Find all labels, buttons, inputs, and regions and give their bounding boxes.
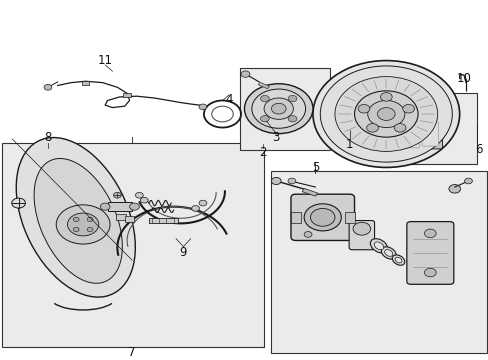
FancyBboxPatch shape: [406, 222, 453, 284]
Bar: [124, 216, 134, 222]
Bar: [107, 202, 132, 211]
Text: 2: 2: [259, 146, 266, 159]
Circle shape: [448, 185, 460, 193]
Bar: [81, 81, 89, 85]
Circle shape: [260, 95, 269, 102]
Circle shape: [73, 217, 79, 221]
Bar: [290, 212, 300, 223]
Ellipse shape: [373, 242, 383, 250]
Bar: [123, 93, 131, 97]
Circle shape: [251, 89, 305, 128]
Bar: [258, 82, 269, 89]
Circle shape: [241, 71, 249, 77]
Circle shape: [67, 213, 99, 236]
Text: 10: 10: [456, 72, 471, 85]
Ellipse shape: [384, 249, 392, 256]
Bar: [344, 212, 354, 223]
Bar: [302, 188, 317, 196]
Circle shape: [129, 203, 139, 210]
Circle shape: [199, 200, 206, 206]
Circle shape: [334, 77, 437, 152]
Circle shape: [271, 177, 281, 185]
Circle shape: [56, 205, 110, 244]
Circle shape: [354, 91, 417, 137]
Circle shape: [464, 178, 471, 184]
Ellipse shape: [34, 158, 122, 283]
Circle shape: [366, 123, 378, 132]
Circle shape: [191, 206, 199, 211]
Circle shape: [244, 84, 312, 134]
Circle shape: [287, 95, 296, 102]
Circle shape: [320, 66, 451, 162]
Text: 5: 5: [311, 161, 319, 174]
Circle shape: [135, 192, 143, 198]
Circle shape: [287, 116, 296, 122]
Circle shape: [357, 104, 369, 113]
Text: 8: 8: [44, 131, 52, 144]
Text: 6: 6: [474, 143, 482, 156]
Circle shape: [304, 204, 341, 231]
Circle shape: [87, 228, 93, 231]
Bar: [149, 219, 178, 223]
Circle shape: [199, 104, 206, 110]
Text: 3: 3: [272, 131, 280, 144]
Circle shape: [100, 203, 110, 210]
Bar: [116, 215, 126, 220]
Circle shape: [260, 116, 269, 122]
Circle shape: [113, 192, 121, 198]
Circle shape: [424, 268, 435, 277]
Circle shape: [271, 103, 285, 114]
Text: 7: 7: [128, 346, 136, 359]
Circle shape: [140, 197, 148, 203]
Circle shape: [380, 93, 391, 101]
Circle shape: [367, 100, 404, 127]
Circle shape: [304, 231, 311, 237]
Circle shape: [44, 85, 52, 90]
FancyBboxPatch shape: [290, 194, 354, 240]
FancyBboxPatch shape: [421, 122, 438, 146]
Ellipse shape: [16, 138, 135, 297]
Text: 4: 4: [224, 93, 232, 106]
FancyBboxPatch shape: [348, 221, 374, 250]
Bar: [2, 143, 264, 347]
Text: 9: 9: [179, 247, 187, 260]
Text: 11: 11: [98, 54, 112, 67]
Circle shape: [312, 60, 459, 167]
Bar: [395, 93, 476, 164]
Circle shape: [393, 123, 405, 132]
Circle shape: [12, 198, 25, 208]
Ellipse shape: [391, 255, 404, 265]
Circle shape: [352, 222, 370, 235]
Ellipse shape: [394, 257, 401, 263]
FancyBboxPatch shape: [401, 121, 419, 148]
Text: 1: 1: [345, 138, 353, 151]
Ellipse shape: [369, 239, 387, 253]
FancyBboxPatch shape: [398, 118, 422, 152]
Bar: [239, 68, 329, 150]
Circle shape: [87, 217, 93, 221]
Ellipse shape: [381, 247, 395, 259]
Circle shape: [310, 208, 334, 226]
Bar: [271, 171, 486, 353]
Circle shape: [402, 104, 414, 113]
Circle shape: [424, 229, 435, 238]
Circle shape: [264, 98, 293, 120]
FancyBboxPatch shape: [418, 118, 442, 149]
Circle shape: [73, 228, 79, 231]
Circle shape: [377, 108, 394, 120]
Circle shape: [287, 178, 295, 184]
